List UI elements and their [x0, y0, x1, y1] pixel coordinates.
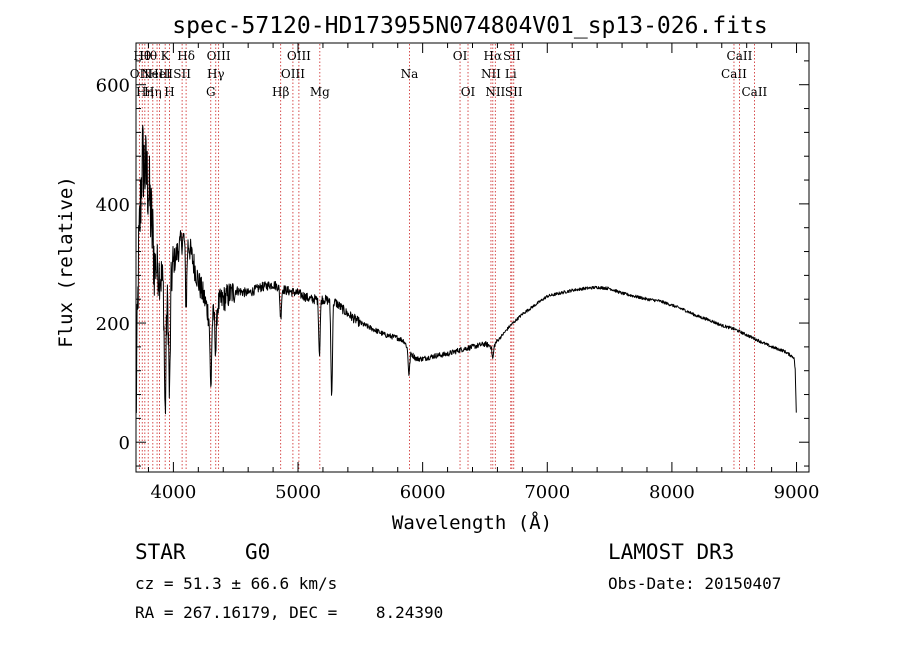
line-marker-label: Li [505, 67, 517, 81]
y-tick-label: 200 [96, 314, 130, 335]
x-tick-label: 6000 [400, 482, 446, 503]
line-marker-label: K [161, 49, 171, 63]
line-marker-label: SII [505, 85, 523, 99]
line-marker-label: OII [130, 67, 150, 81]
survey-name: LAMOST DR3 [608, 540, 735, 564]
line-marker-label: Hβ [272, 85, 289, 99]
line-marker-label: OI [453, 49, 468, 63]
line-marker-label: CaII [727, 49, 753, 63]
line-marker-label: SII [503, 49, 521, 63]
observation-date: Obs-Date: 20150407 [608, 574, 782, 593]
x-tick-label: 8000 [649, 482, 695, 503]
line-marker-label: Hθ [133, 49, 151, 63]
x-tick-label: 4000 [150, 482, 196, 503]
y-tick-label: 0 [119, 433, 130, 454]
object-class: STAR [135, 540, 186, 564]
line-marker-label: OI [461, 85, 476, 99]
line-marker-label: H [164, 85, 174, 99]
line-marker-label: Hθ [139, 49, 157, 63]
axes: 4000 5000 6000 7000 8000 9000 0 200 400 600 [96, 43, 820, 503]
x-tick-label: 7000 [524, 482, 570, 503]
line-marker-label: Mg [310, 85, 330, 99]
plot-frame [135, 42, 810, 473]
coordinates: RA = 267.16179, DEC = 8.24390 [135, 603, 444, 622]
line-marker-label: NeIII [141, 67, 173, 81]
line-marker-label: Hγ [207, 67, 225, 81]
y-tick-label: 400 [96, 195, 130, 216]
line-marker-label: NII [485, 85, 505, 99]
redshift-velocity: cz = 51.3 ± 66.6 km/s [135, 574, 338, 593]
line-marker-label: OIII [207, 49, 231, 63]
line-marker-label: G [206, 85, 216, 99]
line-marker-label: HeI [148, 67, 171, 81]
line-marker-label: SII [173, 67, 191, 81]
line-marker-label: Na [401, 67, 419, 81]
line-marker-label: Hη [136, 85, 154, 99]
line-marker-label: Hη [144, 85, 162, 99]
line-marker-label: OIII [287, 49, 311, 63]
line-marker-label: CaII [741, 85, 767, 99]
spectrum [135, 124, 797, 415]
object-subclass: G0 [245, 540, 271, 564]
y-tick-label: 600 [96, 76, 130, 97]
chart-title: spec-57120-HD173955N074804V01_sp13-026.f… [172, 13, 767, 39]
y-axis-label: Flux (relative) [55, 176, 77, 348]
line-marker-label: Hα [484, 49, 503, 63]
line-marker-label: CaII [721, 67, 747, 81]
line-marker-label: OIII [281, 67, 305, 81]
spectrum-line [135, 124, 797, 415]
x-tick-label: 5000 [275, 482, 321, 503]
line-marker-label: NII [481, 67, 501, 81]
line-marker-label: Hδ [177, 49, 195, 63]
x-tick-label: 9000 [774, 482, 820, 503]
x-axis-label: Wavelength (Å) [392, 511, 552, 534]
